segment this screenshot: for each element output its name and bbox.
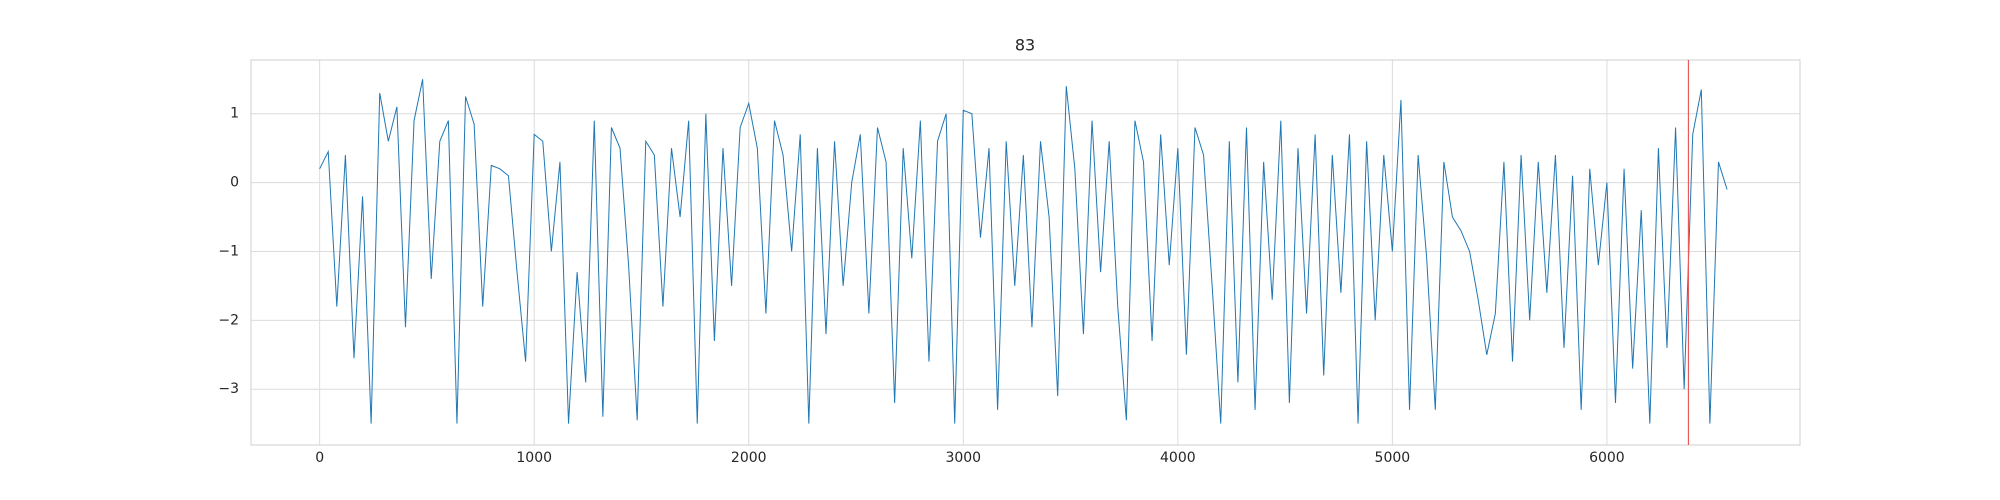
y-tick-label: −1 [218,243,239,259]
data-line [319,79,1728,424]
y-tick-label: −3 [218,381,239,397]
x-tick-label: 0 [315,450,324,466]
y-tick-label: 0 [230,175,239,191]
plot-frame [250,59,1801,446]
chart-title: 83 [1015,36,1035,55]
x-tick-label: 4000 [1160,450,1196,466]
x-tick-label: 3000 [945,450,981,466]
x-tick-label: 5000 [1375,450,1411,466]
y-tick-label: −2 [218,312,239,328]
x-tick-label: 2000 [731,450,767,466]
x-tick-label: 1000 [516,450,552,466]
x-tick-label: 6000 [1589,450,1625,466]
y-tick-label: 1 [230,106,239,122]
